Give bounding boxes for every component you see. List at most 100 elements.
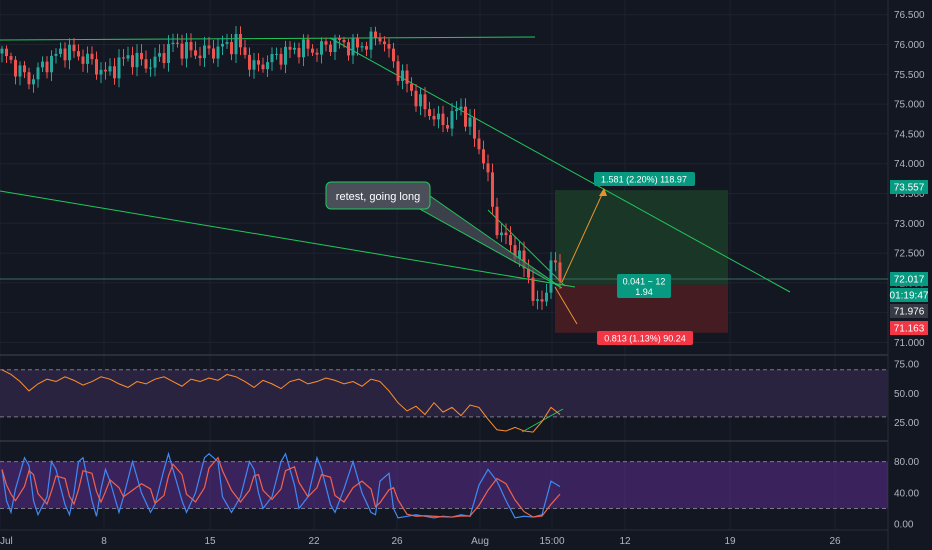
candle-body bbox=[9, 56, 13, 60]
candle-body bbox=[212, 48, 215, 59]
time-tick-label: 26 bbox=[829, 536, 841, 547]
candle-body bbox=[36, 67, 40, 80]
candle-body bbox=[293, 47, 296, 50]
candle-body bbox=[288, 46, 292, 50]
price-tag-last-text: 72.017 bbox=[894, 275, 925, 286]
candle-body bbox=[81, 56, 85, 64]
candle-body bbox=[540, 299, 544, 302]
candle-body bbox=[122, 57, 125, 59]
candle-body bbox=[167, 44, 170, 63]
trendline-top-resistance[interactable] bbox=[0, 36, 536, 41]
candle-body bbox=[131, 55, 134, 68]
target-arrow bbox=[561, 189, 605, 283]
price-tick-label: 73.500 bbox=[894, 189, 925, 200]
candle-body bbox=[140, 52, 143, 60]
trendline-long-support[interactable] bbox=[0, 190, 576, 288]
stoch-d-line[interactable] bbox=[1, 456, 561, 518]
candle-body bbox=[171, 42, 175, 45]
candle-body bbox=[180, 43, 184, 59]
time-tick-label: Jul bbox=[0, 536, 13, 547]
candle-body bbox=[324, 41, 328, 45]
price-tick-label: 75.000 bbox=[894, 100, 925, 111]
candle-body bbox=[450, 111, 454, 129]
candle-body bbox=[306, 39, 310, 49]
candle-body bbox=[41, 61, 44, 68]
candle-body bbox=[194, 50, 197, 56]
candle-body bbox=[536, 299, 539, 301]
candlestick-series bbox=[0, 26, 562, 310]
candle-body bbox=[108, 66, 112, 72]
stop-arrow bbox=[554, 286, 578, 325]
candle-body bbox=[504, 232, 508, 236]
candle-body bbox=[558, 262, 562, 282]
candle-body bbox=[189, 42, 193, 51]
candle-body bbox=[347, 42, 350, 56]
candle-body bbox=[198, 55, 202, 59]
risk-reward-line-1: 0.041 ~ 12 bbox=[623, 277, 666, 287]
stoch-tick-label: 80.00 bbox=[894, 457, 919, 468]
candle-body bbox=[72, 44, 76, 52]
price-tick-label: 76.000 bbox=[894, 40, 925, 51]
candle-body bbox=[518, 250, 521, 260]
callout-text: retest, going long bbox=[336, 191, 420, 203]
candle-body bbox=[95, 59, 98, 75]
candle-body bbox=[482, 149, 485, 164]
risk-reward-line-2: 1.94 bbox=[635, 287, 653, 297]
grid-lines bbox=[0, 0, 888, 530]
candle-body bbox=[432, 115, 436, 120]
rsi-line[interactable] bbox=[1, 369, 561, 433]
time-axis[interactable]: Jul 8 15 22 26 Aug 15:00 12 19 26 bbox=[0, 536, 841, 547]
candle-body bbox=[0, 48, 4, 54]
target-label: 1.581 (2.20%) 118.97 bbox=[594, 172, 695, 186]
callout-box bbox=[325, 181, 431, 210]
stop-label-text: 0.813 (1.13%) 90.24 bbox=[604, 334, 686, 344]
candle-body bbox=[387, 44, 391, 49]
candle-body bbox=[459, 106, 463, 110]
candle-body bbox=[437, 113, 440, 120]
time-tick-label: 8 bbox=[101, 536, 107, 547]
price-tag-stop: 71.163 bbox=[890, 321, 928, 335]
candle-body bbox=[50, 55, 53, 73]
candle-body bbox=[54, 53, 58, 56]
candle-body bbox=[158, 53, 161, 57]
target-label-text: 1.581 (2.20%) 118.97 bbox=[601, 175, 687, 185]
candle-body bbox=[302, 39, 305, 58]
candle-body bbox=[117, 57, 121, 79]
candle-body bbox=[333, 37, 337, 52]
price-tick-label: 71.000 bbox=[894, 338, 925, 349]
candle-body bbox=[185, 42, 188, 59]
stop-label: 0.813 (1.13%) 90.24 bbox=[597, 331, 693, 345]
candle-body bbox=[162, 53, 166, 63]
candle-body bbox=[500, 232, 503, 236]
candle-body bbox=[234, 34, 238, 55]
candle-body bbox=[266, 62, 269, 70]
candle-body bbox=[423, 94, 427, 110]
rsi-axis[interactable]: 75.00 50.00 25.00 bbox=[894, 359, 919, 429]
candle-body bbox=[270, 53, 274, 63]
candle-body bbox=[369, 31, 373, 50]
candle-body bbox=[477, 138, 481, 150]
candle-body bbox=[446, 125, 449, 129]
price-tick-label: 72.500 bbox=[894, 249, 925, 260]
candle-body bbox=[284, 46, 287, 65]
annotation-callout[interactable]: retest, going long bbox=[325, 181, 563, 289]
price-tag-stop-text: 71.163 bbox=[894, 324, 925, 335]
candle-body bbox=[545, 292, 548, 302]
candle-body bbox=[392, 48, 395, 62]
target-zone[interactable] bbox=[555, 190, 728, 285]
candle-body bbox=[27, 72, 31, 85]
rsi-tick-label: 50.00 bbox=[894, 389, 919, 400]
time-tick-label: Aug bbox=[471, 536, 489, 547]
stoch-tick-label: 40.00 bbox=[894, 488, 919, 499]
candle-body bbox=[315, 52, 319, 55]
candle-body bbox=[261, 64, 265, 70]
rsi-tick-label: 25.00 bbox=[894, 418, 919, 429]
candle-body bbox=[14, 59, 17, 77]
candle-body bbox=[18, 65, 22, 77]
stoch-axis[interactable]: 80.00 40.00 0.00 bbox=[894, 457, 919, 530]
candle-body bbox=[401, 70, 404, 81]
candle-body bbox=[230, 42, 233, 55]
candle-body bbox=[374, 31, 377, 38]
